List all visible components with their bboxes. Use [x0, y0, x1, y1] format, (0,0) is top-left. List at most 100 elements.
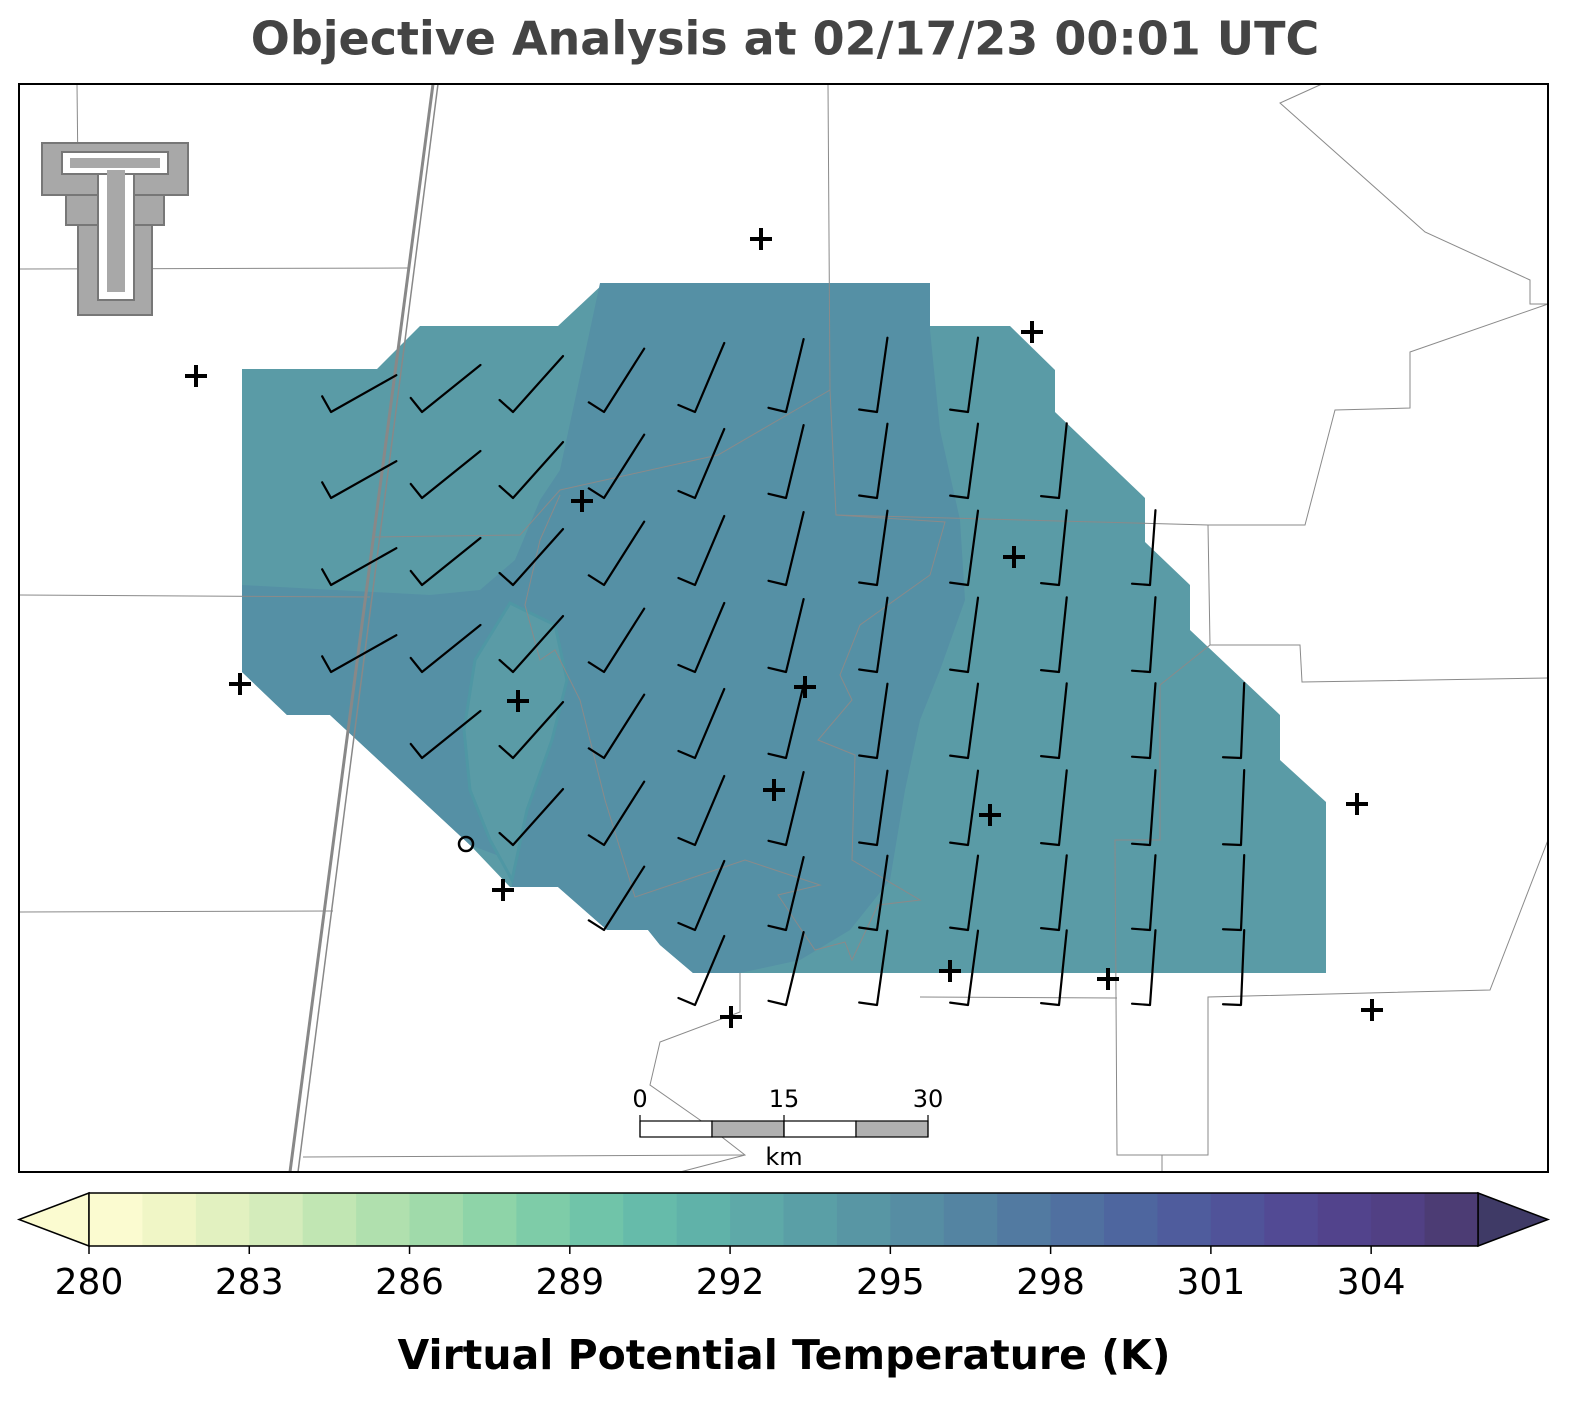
wind-barb — [1040, 596, 1068, 674]
station-marker — [571, 490, 593, 512]
colorbar-segment — [1050, 1193, 1105, 1246]
highway — [288, 83, 435, 1173]
wind-barb — [677, 514, 726, 587]
wind-barb — [677, 341, 726, 414]
wind-barb — [949, 682, 980, 760]
colorbar-tick-label: 280 — [55, 1262, 124, 1303]
wind-barb — [321, 547, 398, 587]
station-marker — [939, 960, 961, 982]
wind-barb — [858, 769, 889, 847]
wind-barb — [1040, 854, 1068, 932]
wind-barb — [1040, 509, 1068, 587]
colorbar-segment — [142, 1193, 197, 1246]
wind-barb — [498, 700, 565, 760]
colorbar-segment — [997, 1193, 1052, 1246]
highway — [297, 83, 439, 1173]
analysis-field-warm — [242, 283, 965, 973]
wind-barb — [767, 337, 805, 414]
colorbar-segment — [249, 1193, 304, 1246]
map-frame — [18, 83, 1549, 1173]
wind-barb — [1130, 509, 1157, 587]
wind-barb — [949, 769, 980, 847]
colorbar-segment — [890, 1193, 945, 1246]
wind-barb — [587, 347, 646, 414]
scale-tick-label: 30 — [913, 1085, 944, 1113]
colorbar-tick-label: 298 — [1016, 1262, 1085, 1303]
wind-barb — [409, 623, 482, 674]
colorbar-tick-label: 283 — [215, 1262, 284, 1303]
scale-tick-label: 0 — [632, 1085, 647, 1113]
county-line — [18, 910, 334, 913]
map — [18, 83, 1549, 1173]
wind-barb — [767, 423, 805, 500]
wind-barb — [587, 520, 646, 587]
colorbar-segment — [462, 1193, 517, 1246]
station-marker — [1361, 999, 1383, 1021]
station-marker — [794, 676, 816, 698]
analysis-field-cool — [462, 601, 569, 885]
wind-barb — [949, 854, 980, 932]
station-marker — [763, 779, 785, 801]
colorbar-segment — [1157, 1193, 1212, 1246]
scale-tick-label: 15 — [769, 1085, 800, 1113]
wind-barb — [1130, 769, 1157, 847]
county-line — [302, 1154, 746, 1158]
wind-barb — [677, 774, 726, 847]
colorbar-segment — [516, 1193, 571, 1246]
county-line — [18, 594, 371, 598]
colorbar-segment — [569, 1193, 624, 1246]
wind-barb — [409, 449, 482, 500]
colorbar-segment — [623, 1193, 678, 1246]
colorbar-segment — [89, 1193, 143, 1246]
wind-barb — [767, 683, 805, 760]
wind-barb — [587, 433, 646, 500]
wind-barb — [498, 354, 565, 414]
wind-barb — [949, 596, 980, 674]
wind-barb — [767, 597, 805, 674]
station-marker — [492, 879, 514, 901]
colorbar-segment — [409, 1193, 464, 1246]
wind-barb — [767, 770, 805, 847]
station-marker — [1346, 793, 1368, 815]
colorbar-tick-label: 289 — [535, 1262, 604, 1303]
station-marker — [979, 804, 1001, 826]
wind-barb — [587, 780, 646, 847]
wind-barb — [949, 422, 980, 500]
station-marker — [185, 365, 207, 387]
wind-barb — [498, 614, 565, 674]
wind-barb — [677, 859, 726, 932]
scale-segment — [855, 1120, 929, 1138]
wind-barb — [1221, 853, 1246, 932]
county-line — [1162, 839, 1549, 1156]
wind-barb — [498, 440, 565, 500]
wind-barb — [409, 536, 482, 587]
scale-segment — [639, 1120, 713, 1138]
colorbar-tick-label: 301 — [1177, 1262, 1246, 1303]
wind-barb — [858, 682, 889, 760]
wind-barb — [677, 687, 726, 760]
wind-barb — [858, 854, 889, 932]
county-line — [524, 389, 946, 962]
wind-barb — [587, 607, 646, 674]
station-marker — [507, 690, 529, 712]
wind-barb — [587, 693, 646, 760]
station-marker — [750, 228, 772, 250]
wind-barb — [409, 709, 482, 760]
station-marker — [229, 673, 251, 695]
station-marker — [1003, 546, 1025, 568]
wind-barb — [1040, 682, 1068, 760]
colorbar-segment — [836, 1193, 891, 1246]
wind-barb — [677, 601, 726, 674]
colorbar-tick-label: 292 — [696, 1262, 765, 1303]
station-marker — [1097, 968, 1119, 990]
wind-barb — [858, 929, 889, 1007]
wind-barb — [858, 509, 889, 587]
wind-barb — [858, 422, 889, 500]
title: Objective Analysis at 02/17/23 00:01 UTC — [251, 12, 1320, 66]
wind-barb — [949, 509, 980, 587]
scale-segment — [711, 1120, 785, 1138]
wind-barb — [767, 930, 805, 1007]
colorbar-tick-label: 295 — [856, 1262, 925, 1303]
wind-barb — [1040, 422, 1068, 500]
